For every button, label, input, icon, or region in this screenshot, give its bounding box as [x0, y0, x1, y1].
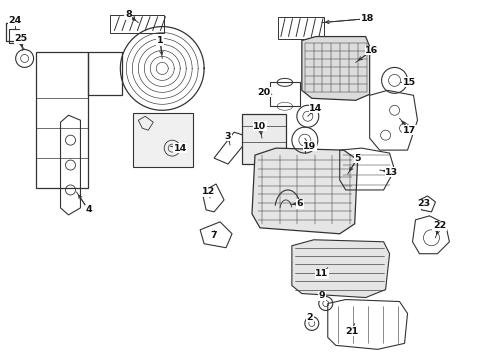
Text: 8: 8 — [125, 10, 131, 19]
Bar — [269, 82, 299, 106]
Bar — [242, 114, 285, 164]
Text: 23: 23 — [416, 199, 429, 208]
Polygon shape — [251, 148, 357, 234]
Text: 15: 15 — [402, 78, 415, 87]
Polygon shape — [301, 37, 369, 100]
Text: 11: 11 — [314, 269, 328, 278]
Text: 14: 14 — [173, 144, 186, 153]
Text: 4: 4 — [85, 206, 92, 215]
Text: 19: 19 — [303, 141, 316, 150]
Text: 14: 14 — [308, 104, 322, 113]
Text: 12: 12 — [201, 188, 214, 197]
Text: 5: 5 — [354, 154, 360, 163]
Text: 13: 13 — [384, 167, 397, 176]
Bar — [133, 113, 193, 167]
Text: 6: 6 — [296, 199, 303, 208]
Text: 2: 2 — [306, 313, 312, 322]
Polygon shape — [291, 240, 389, 298]
Text: 1: 1 — [157, 36, 163, 45]
Text: 20: 20 — [257, 88, 270, 97]
Text: 7: 7 — [210, 231, 217, 240]
Text: 3: 3 — [224, 132, 231, 141]
Text: 10: 10 — [253, 122, 266, 131]
Text: 25: 25 — [14, 34, 27, 43]
Text: 21: 21 — [345, 327, 358, 336]
Text: 16: 16 — [364, 46, 378, 55]
Text: 17: 17 — [402, 126, 415, 135]
Text: 24: 24 — [8, 16, 21, 25]
Text: 18: 18 — [360, 14, 374, 23]
Text: 9: 9 — [318, 291, 325, 300]
Text: 22: 22 — [432, 221, 445, 230]
